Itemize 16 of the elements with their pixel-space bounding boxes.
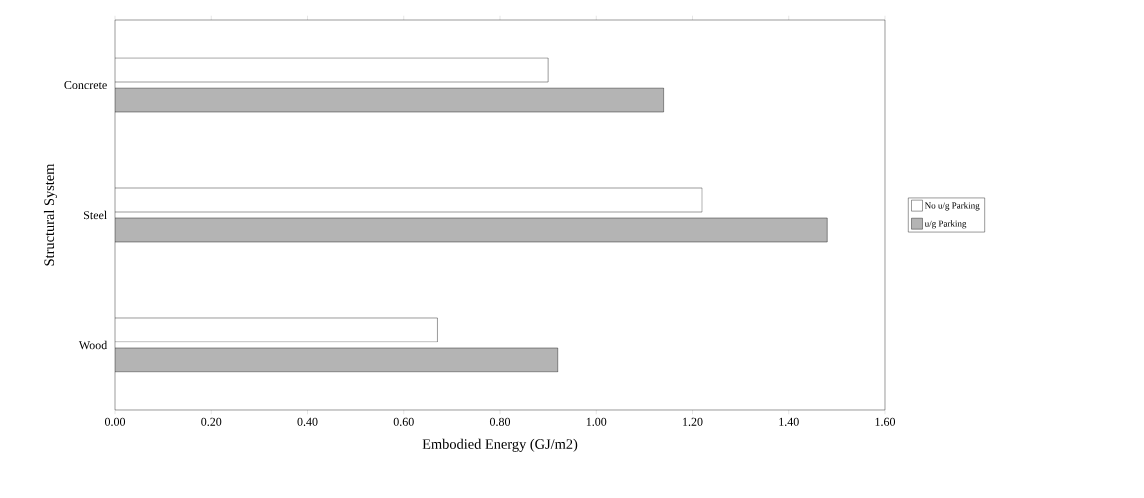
- y-axis-title: Structural System: [43, 163, 58, 266]
- x-tick-label: 1.60: [875, 417, 896, 426]
- x-tick-label: 0.20: [201, 417, 222, 426]
- x-tick-label: 0.80: [489, 417, 511, 426]
- legend-label: No u/g Parking: [924, 202, 980, 211]
- x-axis-title: Embodied Energy (GJ/m2): [422, 438, 578, 452]
- y-tick-label: Concrete: [64, 80, 107, 90]
- x-tick-label: 0.40: [297, 417, 318, 426]
- x-tick-label: 1.40: [779, 417, 799, 426]
- y-tick-label: Wood: [78, 340, 108, 350]
- legend-label: u/g Parking: [924, 220, 967, 229]
- x-tick-label: 1.00: [586, 417, 607, 426]
- x-tick-label: 1.20: [683, 417, 703, 426]
- x-tick-label: 0.60: [393, 417, 414, 426]
- x-tick-label: 0.00: [104, 417, 126, 426]
- y-tick-label: Steel: [84, 210, 107, 220]
